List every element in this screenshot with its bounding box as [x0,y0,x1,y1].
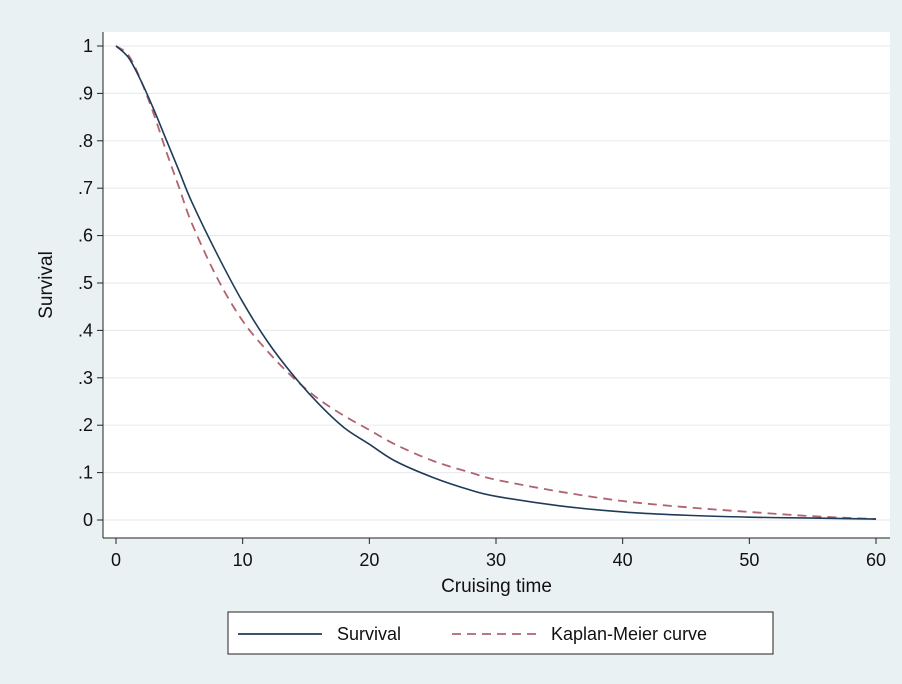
x-axis-title: Cruising time [441,576,552,597]
legend: Survival Kaplan-Meier curve [227,611,774,655]
y-tick-label-5: .5 [78,273,93,293]
y-tick-label-8: .8 [78,131,93,151]
y-tick-label-2: .2 [78,415,93,435]
plot-area [103,32,890,538]
y-tick-label-9: .9 [78,83,93,103]
y-axis-title: Survival [36,251,57,319]
y-tick-label-4: .4 [78,320,93,340]
legend-label-survival: Survival [337,624,401,644]
y-axis-ticks: 0 .1 .2 .3 .4 .5 .6 .7 .8 .9 1 [78,36,103,530]
x-tick-label-2: 20 [359,550,379,570]
series-line-kaplan-meier [115,45,877,520]
x-tick-label-5: 50 [739,550,759,570]
x-tick-label-4: 40 [613,550,633,570]
y-tick-label-6: .6 [78,226,93,246]
x-tick-label-0: 0 [111,550,121,570]
y-tick-label-3: .3 [78,368,93,388]
y-tick-label-10: 1 [83,36,93,56]
x-tick-label-1: 10 [233,550,253,570]
y-tick-label-1: .1 [78,463,93,483]
legend-box [227,611,774,655]
x-tick-label-6: 60 [866,550,886,570]
grid-lines [103,45,890,521]
series-lines [115,45,877,520]
x-tick-label-3: 30 [486,550,506,570]
x-axis-ticks: 0 10 20 30 40 50 60 [111,538,886,570]
y-tick-label-7: .7 [78,178,93,198]
series-line-survival [115,45,877,520]
legend-label-kaplan-meier: Kaplan-Meier curve [551,624,707,644]
y-tick-label-0: 0 [83,510,93,530]
